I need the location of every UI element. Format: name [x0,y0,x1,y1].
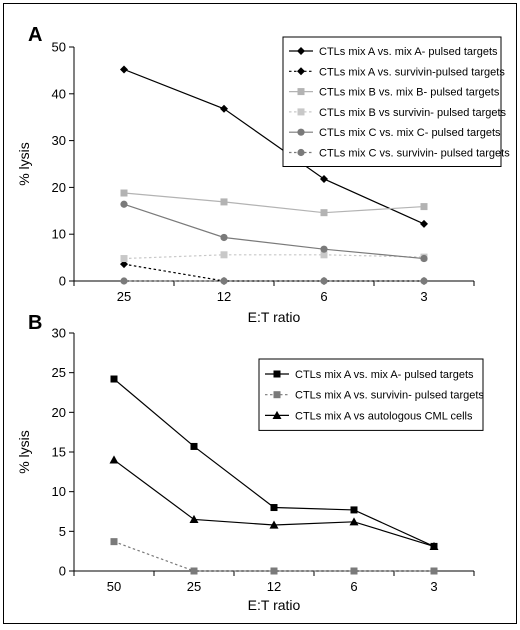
panel-a-series-5-point [120,200,128,208]
panel-a-series-1-point [320,174,328,183]
panel-b-y-tick-label: 5 [59,524,66,539]
panel-a-y-tick-label: 50 [52,40,66,55]
panel-a-series-2-line [123,263,424,282]
panel-b-series-3-point [109,455,119,464]
panel-a-x-tick-label: 6 [320,289,327,304]
panel-a-x-tick-label: 25 [117,289,131,304]
panel-a-series-4-point [220,251,228,259]
panel-b-legend-label-2: CTLs mix A vs. survivin- pulsed targets [295,390,484,402]
panel-a-x-axis-title: E:T ratio [248,309,301,325]
panel-a-legend-marker-2 [297,67,305,76]
panel-b-letter: B [28,312,42,334]
panel-a-series-1-line [123,68,425,225]
panel-b-y-tick-label: 20 [52,405,66,420]
panel-a-series-1-point [120,65,128,74]
panel-a-legend-label-6: CTLs mix C vs. survivin- pulsed targets [319,148,510,160]
panel-b-series-3-line [113,459,435,547]
figure: A 0 10 20 30 40 50 25 12 6 3 E:T ratio% lysis CTLs m… [3,3,517,624]
panel-b-series-2-point [350,567,358,575]
panel-b-series-2-point [270,567,278,575]
panel-b-legend-label-1: CTLs mix A vs. mix A- pulsed targets [295,369,474,381]
panel-b-y-tick-label: 10 [52,484,66,499]
panel-a-letter: A [28,24,42,46]
panel-a-legend-marker-3 [297,88,305,96]
panel-a-series-1-point [420,219,428,228]
panel-b-legend-label-3: CTLs mix A vs autologous CML cells [295,410,473,422]
panel-a-y-tick-label: 40 [52,86,66,101]
panel-b-legend-marker-3 [272,410,282,419]
panel-a-series-3-point [420,203,428,211]
panel-b-legend-box [258,358,484,431]
panel-a-legend-marker-4 [297,108,305,116]
panel-a-series-5-point [420,254,428,263]
panel-b-series-1-point [190,442,198,450]
panel-b-y-axis-title: % lysis [16,430,32,474]
panel-a-series-5-point [220,233,228,242]
panel-a-legend-label-3: CTLs mix B vs. mix B- pulsed targets [319,87,500,99]
panel-a-series-6-point [420,277,428,285]
panel-b-legend-marker-2 [273,391,281,399]
panel-a-x-tick-label: 12 [217,289,231,304]
panel-b-series-2-point [190,567,198,575]
panel-a-series-3-point [120,189,128,197]
panel-b-legend-marker-1 [273,370,281,378]
panel-a-series-1-point [220,104,228,113]
panel-b-series-3-point [349,517,359,526]
panel-a-legend-marker-1 [297,47,305,55]
panel-a-series-3-point [320,209,328,217]
panel-b-x-tick-label: 25 [187,579,201,594]
panel-b-series-1-point [270,504,278,512]
panel-b-series-3-point [269,520,279,529]
panel-b-x-tick-label: 50 [107,579,121,594]
panel-a-legend-marker-5 [297,128,305,136]
panel-a-y-tick-label: 0 [59,274,66,289]
panel-b-series-2-point [110,538,118,546]
panel-a-series-6-point [320,277,328,285]
panel-b-y-tick-label: 25 [52,365,66,380]
panel-b-x-tick-label: 6 [350,579,357,594]
panel-a-series-4-point [320,251,328,259]
panel-a-series-6-point [220,277,228,285]
panel-a-x-tick-label: 3 [420,289,427,304]
panel-b-series-3-point [429,541,439,551]
panel-b-x-tick-label: 12 [267,579,281,594]
panel-a-legend-label-1: CTLs mix A vs. mix A- pulsed targets [319,46,498,58]
panel-a-y-tick-label: 20 [52,180,66,195]
panel-a-legend-label-5: CTLs mix C vs. mix C- pulsed targets [319,127,501,139]
panel-a-legend-marker-6 [297,148,305,157]
panel-a-series-4-line [123,254,425,260]
panel-b-series-3-point [189,514,199,524]
panel-b-y-tick-label: 15 [52,445,66,460]
panel-b-series-1-point [350,506,358,514]
panel-b-series-1-point [110,375,118,383]
panel-a-series-6-point [120,277,128,285]
panel-b-y-tick-label: 0 [59,564,66,579]
panel-a-series-5-line [123,203,425,260]
panel-a-legend-box [282,36,502,167]
panel-b-x-axis-title: E:T ratio [248,597,301,613]
panel-a-series-4-point [120,255,128,263]
panel-b-y-tick-label: 30 [52,326,66,341]
panel-b-series-2-point [430,567,438,575]
panel-a-series-3-point [220,198,228,206]
panel-a-series-3-line [123,192,425,214]
panel-b-series-2-line [113,541,434,572]
panel-a-y-tick-label: 30 [52,133,66,148]
panel-a-y-tick-label: 10 [52,227,66,242]
panel-a-legend-label-2: CTLs mix A vs. survivin-pulsed targets [319,66,505,78]
panel-a-series-5-point [320,245,328,253]
panel-a-legend-label-4: CTLs mix B vs survivin- pulsed targets [319,107,507,119]
panel-a-series-2-point [120,260,128,269]
panel-b-x-tick-label: 3 [430,579,437,594]
panel-a-y-axis-title: % lysis [16,142,32,186]
